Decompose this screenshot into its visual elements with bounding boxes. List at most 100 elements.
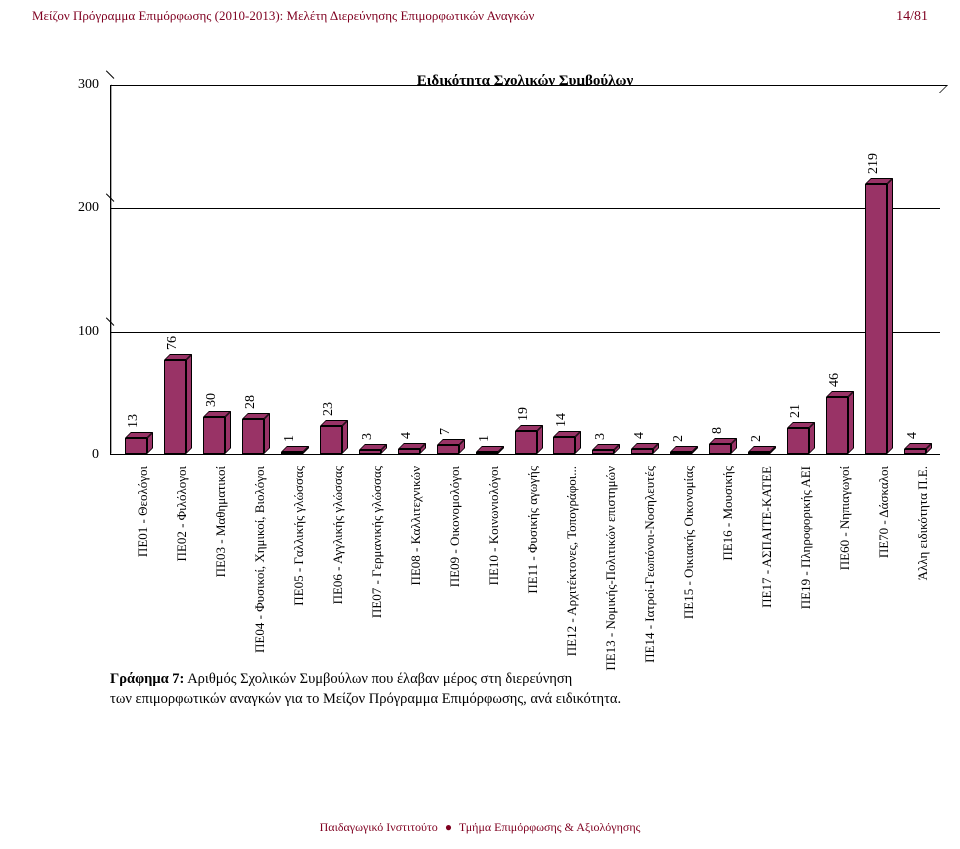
x-tick-label: ΠΕ03 - Μαθηματικοί xyxy=(213,466,229,577)
x-tick-label: ΠΕ60 - Νηπιαγωγοί xyxy=(837,466,853,570)
x-tick-label: ΠΕ04 - Φυσικοί, Χημικοί, Βιολόγοι xyxy=(252,466,268,653)
x-label-slot: Άλλη ειδικότητα Π.Ε. xyxy=(895,460,934,660)
bar-slot: 14 xyxy=(545,85,584,454)
page-footer: Παιδαγωγικό Ινστιτούτο ● Τμήμα Επιμόρφωσ… xyxy=(0,820,960,835)
bar-slot: 4 xyxy=(895,85,934,454)
bar-value-label: 4 xyxy=(399,432,415,439)
chart-caption: Γράφημα 7: Αριθμός Σχολικών Συμβούλων πο… xyxy=(110,670,920,709)
x-label-slot: ΠΕ05 - Γαλλικής γλώσσας xyxy=(272,460,311,660)
bar-slot: 4 xyxy=(623,85,662,454)
x-tick-label: ΠΕ05 - Γαλλικής γλώσσας xyxy=(291,466,307,606)
bar xyxy=(281,452,303,454)
bar-front xyxy=(281,452,303,454)
bar xyxy=(164,360,186,454)
x-tick-label: ΠΕ07 - Γερμανικής γλώσσας xyxy=(369,466,385,618)
bar-slot: 3 xyxy=(584,85,623,454)
bar xyxy=(787,428,809,454)
bar xyxy=(709,444,731,454)
footer-left: Παιδαγωγικό Ινστιτούτο xyxy=(320,820,438,834)
header-title: Μείζον Πρόγραμμα Επιμόρφωσης (2010-2013)… xyxy=(32,8,534,24)
bar xyxy=(670,452,692,454)
bar-front xyxy=(359,450,381,454)
bar-value-label: 23 xyxy=(321,402,337,416)
bar xyxy=(553,437,575,454)
header-page-indicator: 14/81 xyxy=(896,9,928,25)
bar xyxy=(203,417,225,454)
bar-front xyxy=(242,419,264,454)
bar xyxy=(631,449,653,454)
x-label-slot: ΠΕ03 - Μαθηματικοί xyxy=(194,460,233,660)
x-label-slot: ΠΕ13 - Νομικής-Πολιτικών επιστημών xyxy=(583,460,622,660)
bar-front xyxy=(320,426,342,454)
bar-front xyxy=(203,417,225,454)
bar-value-label: 2 xyxy=(671,435,687,442)
bar-side xyxy=(848,391,854,454)
bar-value-label: 4 xyxy=(905,432,921,439)
bar-value-label: 3 xyxy=(360,433,376,440)
bar-side xyxy=(225,411,231,454)
x-label-slot: ΠΕ02 - Φιλόλογοι xyxy=(155,460,194,660)
bar xyxy=(748,452,770,454)
bar-slot: 2 xyxy=(662,85,701,454)
bar-side xyxy=(887,178,893,454)
bar-value-label: 7 xyxy=(438,428,454,435)
y-tick-label: 100 xyxy=(78,324,111,340)
bar-front xyxy=(164,360,186,454)
bar-value-label: 13 xyxy=(126,414,142,428)
caption-line1: Αριθμός Σχολικών Συμβούλων που έλαβαν μέ… xyxy=(184,671,572,687)
x-label-slot: ΠΕ16 - Μουσικής xyxy=(700,460,739,660)
bar-value-label: 28 xyxy=(243,395,259,409)
x-label-slot: ΠΕ15 - Οικιακής Οικονομίας xyxy=(661,460,700,660)
x-label-slot: ΠΕ07 - Γερμανικής γλώσσας xyxy=(350,460,389,660)
bar-slot: 46 xyxy=(817,85,856,454)
x-tick-label: ΠΕ08 - Καλλιτεχνικών xyxy=(408,466,424,586)
bar-value-label: 21 xyxy=(788,404,804,418)
bar-value-label: 19 xyxy=(516,407,532,421)
x-tick-label: ΠΕ19 - Πληροφορικής ΑΕΙ xyxy=(798,466,814,609)
bar-slot: 13 xyxy=(117,85,156,454)
bar xyxy=(476,452,498,454)
bar-front xyxy=(515,431,537,454)
bar xyxy=(398,449,420,454)
x-tick-label: ΠΕ02 - Φιλόλογοι xyxy=(174,466,190,562)
x-tick-label: ΠΕ06 - Αγγλικής γλώσσας xyxy=(330,466,346,604)
bar-slot: 1 xyxy=(467,85,506,454)
bar-front xyxy=(826,397,848,454)
bar xyxy=(437,445,459,454)
bar-value-label: 76 xyxy=(165,336,181,350)
y-tick-label: 200 xyxy=(78,200,111,216)
bar-slot: 7 xyxy=(428,85,467,454)
bar xyxy=(592,450,614,454)
x-tick-label: ΠΕ70 - Δάσκαλοι xyxy=(876,466,892,558)
bar xyxy=(826,397,848,454)
bar-slot: 19 xyxy=(506,85,545,454)
bar-value-label: 3 xyxy=(593,433,609,440)
footer-separator-icon: ● xyxy=(441,820,456,834)
bar-front xyxy=(553,437,575,454)
bar-value-label: 219 xyxy=(866,153,882,174)
bar-front xyxy=(125,438,147,454)
bar-slot: 1 xyxy=(273,85,312,454)
caption-line2: των επιμορφωτικών αναγκών για το Μείζον … xyxy=(110,691,621,707)
bar-side xyxy=(575,431,581,454)
bar-slot: 21 xyxy=(778,85,817,454)
bar-side xyxy=(264,413,270,454)
bar-slot: 23 xyxy=(312,85,351,454)
bar-front xyxy=(398,449,420,454)
bar-slot: 8 xyxy=(701,85,740,454)
x-tick-label: Άλλη ειδικότητα Π.Ε. xyxy=(915,466,931,580)
bar xyxy=(359,450,381,454)
bar-slot: 3 xyxy=(350,85,389,454)
bar xyxy=(320,426,342,454)
bar-value-label: 2 xyxy=(749,435,765,442)
bar-value-label: 8 xyxy=(710,427,726,434)
bar-value-label: 30 xyxy=(204,393,220,407)
bar-side xyxy=(147,432,153,454)
bar-value-label: 1 xyxy=(282,435,298,442)
x-label-slot: ΠΕ60 - Νηπιαγωγοί xyxy=(817,460,856,660)
x-axis-labels: ΠΕ01 - ΘεολόγοιΠΕ02 - ΦιλόλογοιΠΕ03 - Μα… xyxy=(110,460,940,660)
bar-chart: Ειδικότητα Σχολικών Συμβούλων 0100200300… xyxy=(110,85,940,455)
bar-side xyxy=(537,425,543,454)
plot-area: 0100200300 13763028123347119143428221462… xyxy=(110,85,940,455)
bar-side xyxy=(342,420,348,454)
